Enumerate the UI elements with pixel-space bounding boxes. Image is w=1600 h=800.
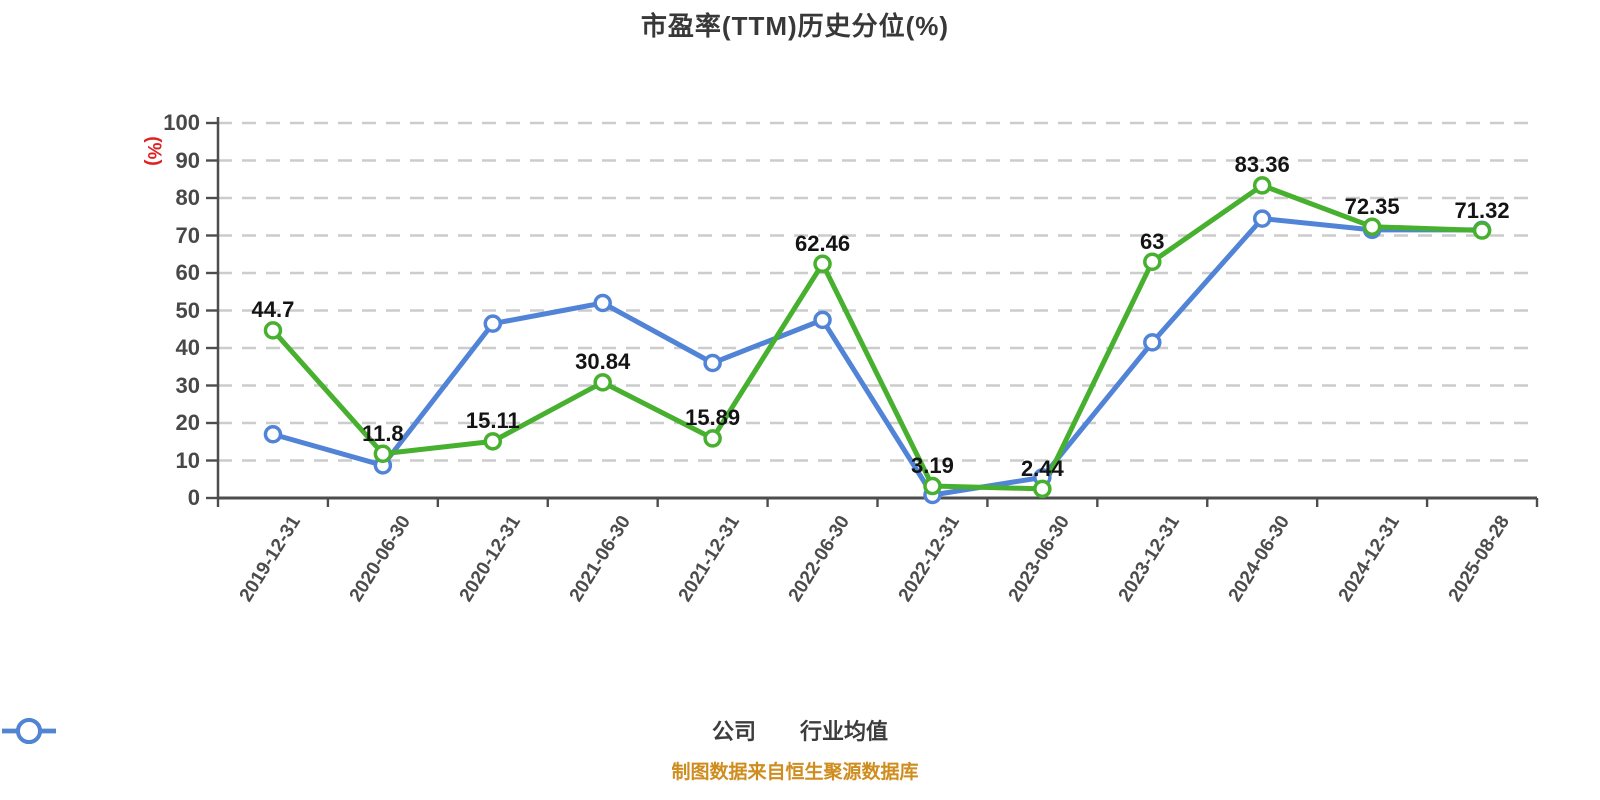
data-source-note: 制图数据来自恒生聚源数据库: [671, 762, 919, 783]
legend: 公司 行业均值: [0, 714, 1600, 746]
y-axis-tick-label: 70: [175, 222, 200, 248]
y-axis-tick-label: 10: [175, 447, 200, 473]
y-axis-tick-label: 40: [175, 335, 200, 360]
data-point-marker-公司: [813, 254, 832, 274]
data-point-label: 15.89: [685, 405, 741, 431]
data-point-marker-公司: [1033, 479, 1052, 499]
legend-line-marker-icon: [2, 718, 56, 744]
data-point-label: 83.36: [1234, 152, 1290, 178]
data-point-marker-公司: [1143, 252, 1162, 271]
data-point-marker-公司: [703, 429, 722, 448]
data-point-marker-行业均值: [703, 353, 722, 373]
y-axis-tick-label: 50: [175, 297, 200, 323]
data-point-marker-公司: [263, 321, 283, 340]
y-axis-tick-label: 20: [175, 410, 200, 435]
data-point-marker-公司: [923, 476, 942, 496]
data-point-marker-行业均值: [263, 425, 283, 444]
data-point-label: 63: [1140, 228, 1165, 254]
data-point-marker-行业均值: [813, 310, 832, 330]
y-axis-tick-label: 80: [175, 185, 200, 210]
series-line-公司: [270, 182, 1485, 492]
y-axis-tick-label: 0: [187, 485, 200, 510]
data-point-marker-公司: [1472, 221, 1492, 240]
y-axis-tick-label: 30: [175, 372, 200, 398]
data-point-marker-公司: [483, 432, 503, 451]
data-point-label: 44.7: [251, 297, 295, 323]
data-point-marker-行业均值: [483, 314, 503, 333]
data-point-label: 2.44: [1020, 455, 1064, 481]
data-point-label: 11.8: [362, 420, 404, 446]
legend-item-公司[interactable]: 公司: [2, 714, 756, 746]
data-point-label: 71.32: [1454, 197, 1510, 223]
data-point-marker-公司: [593, 373, 612, 392]
data-point-label: 15.11: [465, 408, 520, 434]
data-point-marker-行业均值: [1252, 209, 1272, 228]
series-line-行业均值: [270, 216, 1485, 498]
legend-label: 公司: [711, 719, 756, 744]
y-axis-tick-label: 100: [163, 110, 200, 135]
legend-item-行业均值[interactable]: 行业均值: [2, 714, 889, 746]
data-point-marker-行业均值: [593, 293, 612, 313]
legend-label: 行业均值: [800, 719, 889, 744]
data-point-marker-公司: [1252, 176, 1272, 195]
data-point-label: 72.35: [1344, 193, 1400, 219]
data-point-label: 30.84: [575, 349, 631, 375]
data-point-marker-公司: [1362, 217, 1382, 236]
y-axis-tick-label: 90: [175, 147, 200, 173]
data-point-marker-公司: [373, 444, 393, 463]
chart-title: 市盈率(TTM)历史分位(%): [640, 11, 950, 41]
data-point-label: 3.19: [911, 453, 954, 479]
data-point-label: 62.46: [795, 230, 851, 256]
y-axis-tick-label: 60: [175, 260, 200, 285]
data-point-marker-行业均值: [1143, 333, 1162, 352]
